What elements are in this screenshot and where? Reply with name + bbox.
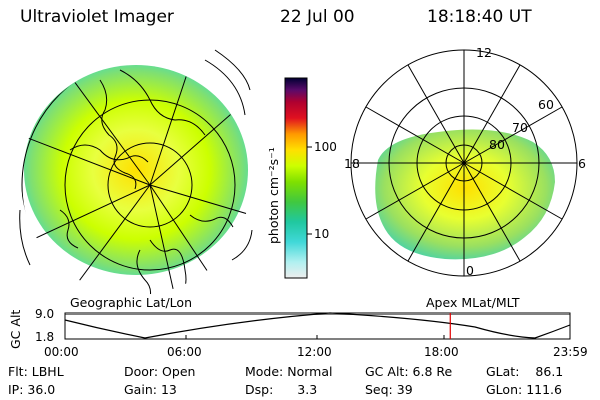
- status-mode: Mode: Normal: [245, 364, 333, 379]
- aurora-image-magnetic: [375, 129, 555, 260]
- aurora-image-geographic: [24, 65, 248, 275]
- status-seq: Seq: 39: [365, 382, 413, 397]
- altitude-ylabel: GC Alt: [8, 309, 23, 349]
- altitude-ytick-top: 9.0: [35, 307, 55, 321]
- altitude-ytick-bottom: 1.8: [35, 330, 55, 344]
- colorbar-gradient: [284, 77, 308, 279]
- status-flt: Flt: LBHL: [8, 364, 64, 379]
- mlt-label-6: 6: [578, 156, 586, 171]
- app-title: Ultraviolet Imager: [20, 7, 174, 27]
- time-tick-1200: 12:00: [297, 345, 332, 359]
- status-glat: GLat: 86.1: [486, 364, 564, 379]
- image-time: 18:18:40 UT: [427, 7, 532, 27]
- mlt-label-18: 18: [344, 156, 360, 171]
- status-gc-alt: GC Alt: 6.8 Re: [365, 364, 453, 379]
- geographic-image-panel: [19, 49, 253, 295]
- magnetic-image-panel: [350, 49, 578, 277]
- lat-label-70: 70: [512, 120, 528, 135]
- altitude-curve: [64, 312, 571, 339]
- lat-label-60: 60: [538, 97, 554, 112]
- lat-label-80: 80: [489, 137, 505, 152]
- status-dsp: Dsp: 3.3: [245, 382, 318, 397]
- apex-caption: Apex MLat/MLT: [426, 295, 520, 310]
- status-glon: GLon: 111.6: [486, 382, 562, 397]
- mlt-label-12: 12: [476, 45, 492, 60]
- colorbar-tick-10: 10: [314, 227, 330, 241]
- geographic-caption: Geographic Lat/Lon: [70, 295, 192, 310]
- status-gain: Gain: 13: [124, 382, 177, 397]
- time-tick-1800: 18:00: [424, 345, 459, 359]
- colorbar-unit-label: photon cm⁻²s⁻¹: [266, 147, 281, 244]
- time-tick-0600: 06:00: [167, 345, 202, 359]
- image-date: 22 Jul 00: [280, 7, 355, 27]
- status-ip: IP: 36.0: [8, 382, 56, 397]
- time-tick-0000: 00:00: [44, 345, 79, 359]
- status-door: Door: Open: [124, 364, 196, 379]
- colorbar-tick-100: 100: [314, 140, 337, 154]
- altitude-plot: [64, 312, 571, 340]
- mlt-label-0: 0: [466, 263, 474, 278]
- colorbar: [284, 77, 312, 279]
- time-tick-2359: 23:59: [553, 345, 588, 359]
